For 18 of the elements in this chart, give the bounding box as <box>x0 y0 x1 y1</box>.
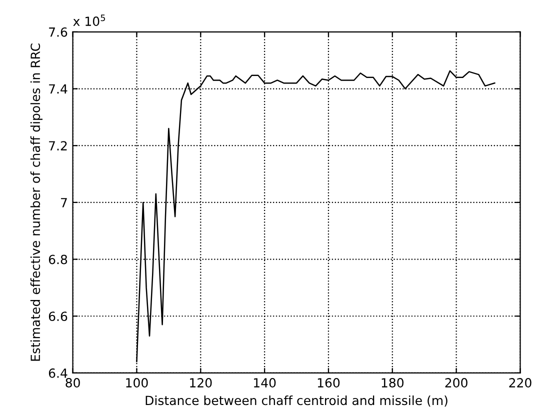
text: x 10$^{5}$ <box>73 14 105 26</box>
y-tick-label: 7 <box>61 198 67 208</box>
x-tick-label: 160 <box>318 378 340 388</box>
x-tick-label: 80 <box>66 378 80 388</box>
x-tick-label: 100 <box>126 378 148 388</box>
x-tick-label: 120 <box>190 378 212 388</box>
y-tick-label: 6.8 <box>48 254 68 264</box>
y-axis-title: Estimated effective number of chaff dipoles in RRC <box>30 44 43 361</box>
y-tick-label: 7.6 <box>49 27 68 37</box>
x-axis-title: Distance between chaff centroid and missile (m) <box>146 395 448 407</box>
x-tick-label: 180 <box>382 378 404 388</box>
x-tick-label: 200 <box>445 378 468 388</box>
x-tick-label: 140 <box>254 378 276 388</box>
y-tick-label: 7.4 <box>49 84 68 94</box>
y-tick-label: 6.6 <box>48 312 68 322</box>
y-tick-label: 6.4 <box>48 368 68 378</box>
x-tick-label: 220 <box>509 378 532 388</box>
y-tick-label: 7.2 <box>49 141 67 150</box>
